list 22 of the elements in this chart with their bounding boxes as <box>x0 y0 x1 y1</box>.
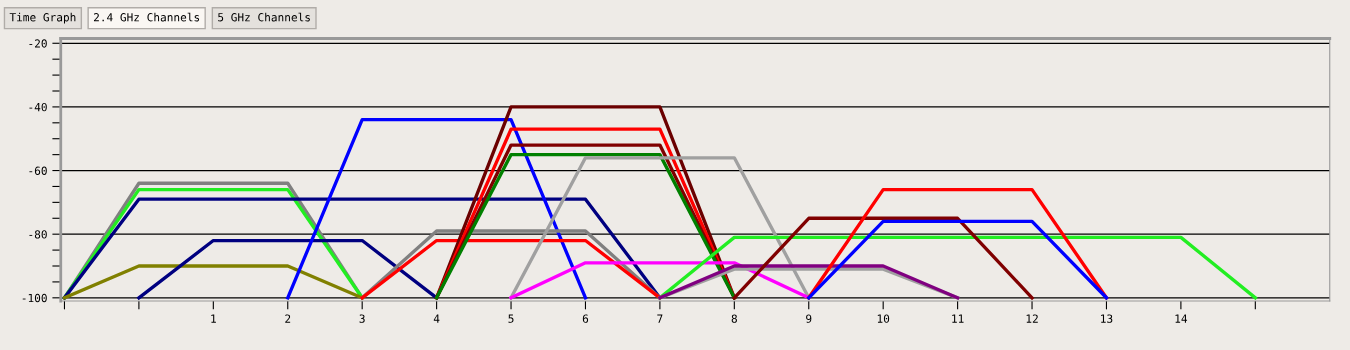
text: Time Graph <box>9 12 76 24</box>
y-tick-label: -80 <box>29 230 47 239</box>
x-tick-label: 14 <box>1175 314 1188 323</box>
y-tick-label: -40 <box>29 102 47 112</box>
y-tick-label: -60 <box>29 166 47 175</box>
x-tick-label: 1 <box>211 314 216 323</box>
y-tick-label: -100 <box>22 293 47 303</box>
x-tick-label: 10 <box>877 314 890 323</box>
x-tick-label: 3 <box>359 314 365 323</box>
x-tick-label: 4 <box>433 314 440 323</box>
x-tick-label: 9 <box>806 314 812 323</box>
text: 2.4 GHz Channels <box>93 12 200 22</box>
y-tick-label: -20 <box>29 39 47 48</box>
x-tick-label: 11 <box>952 314 964 323</box>
x-tick-label: 7 <box>657 314 663 323</box>
text: 5 GHz Channels <box>218 12 310 22</box>
x-tick-label: 6 <box>582 314 589 323</box>
x-tick-label: 2 <box>285 314 291 323</box>
x-tick-label: 13 <box>1101 314 1113 323</box>
x-tick-label: 12 <box>1026 314 1038 323</box>
x-tick-label: 8 <box>731 314 737 323</box>
x-tick-label: 5 <box>508 314 514 323</box>
